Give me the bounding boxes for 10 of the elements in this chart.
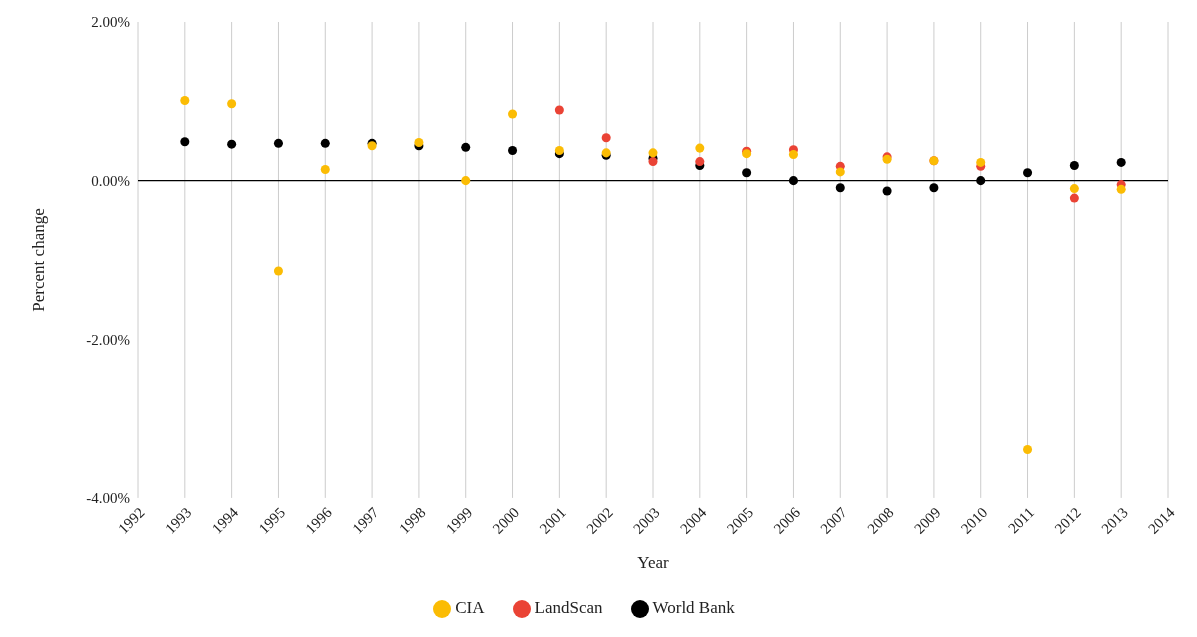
y-tick-label: -4.00% <box>86 490 130 507</box>
y-tick-label: 2.00% <box>91 14 130 31</box>
x-axis-title: Year <box>637 552 669 572</box>
x-tick-label: 2011 <box>1005 504 1038 537</box>
y-tick-label: -2.00% <box>86 331 130 348</box>
legend-label: CIA <box>455 597 485 617</box>
y-tick-label: 0.00% <box>91 172 130 189</box>
legend-label: World Bank <box>652 597 735 617</box>
legend-label: LandScan <box>534 597 603 617</box>
y-axis-title: Percent change <box>29 208 49 312</box>
